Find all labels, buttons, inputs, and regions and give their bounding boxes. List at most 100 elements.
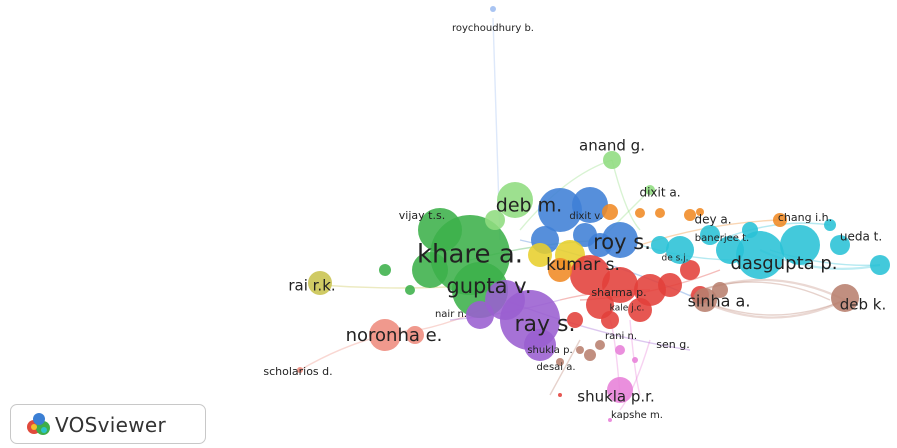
author-node[interactable] (831, 284, 859, 312)
author-node[interactable] (572, 187, 608, 223)
author-label: dey a. (694, 213, 731, 227)
author-node[interactable] (588, 233, 612, 257)
author-label: gupta v. (446, 274, 531, 298)
author-node[interactable] (297, 367, 303, 373)
co-authorship-link (519, 159, 613, 231)
author-node[interactable] (602, 204, 618, 220)
author-label: khare a. (417, 240, 523, 270)
author-label: noronha e. (346, 325, 443, 346)
author-label: dixit v. (569, 211, 602, 222)
author-node[interactable] (608, 418, 612, 422)
co-authorship-link (549, 339, 581, 396)
author-node[interactable] (538, 188, 582, 232)
co-authorship-link (719, 222, 831, 241)
author-node[interactable] (528, 243, 552, 267)
author-node[interactable] (666, 236, 694, 264)
author-node[interactable] (696, 208, 704, 216)
author-label: kale j.c. (610, 304, 645, 314)
author-node[interactable] (584, 349, 596, 361)
author-label: rai r.k. (288, 277, 335, 295)
author-node[interactable] (736, 231, 784, 279)
author-label: vijay t.s. (399, 209, 445, 222)
author-node[interactable] (412, 252, 448, 288)
author-node[interactable] (595, 340, 605, 350)
author-node[interactable] (603, 151, 621, 169)
author-label: sinha a. (688, 292, 751, 311)
author-node[interactable] (742, 222, 758, 238)
author-node[interactable] (485, 210, 505, 230)
nodes-layer (297, 6, 890, 422)
author-label: dixit a. (639, 186, 680, 200)
author-node[interactable] (632, 357, 638, 363)
author-label: scholarios d. (263, 365, 332, 378)
author-label: dasgupta p. (730, 253, 837, 274)
author-label: ray s. (515, 312, 576, 337)
author-node[interactable] (607, 377, 633, 403)
author-node[interactable] (693, 288, 717, 312)
author-node[interactable] (556, 358, 564, 366)
author-label: roy s. (593, 230, 651, 254)
author-node[interactable] (570, 255, 610, 295)
author-node[interactable] (870, 255, 890, 275)
author-node[interactable] (716, 236, 744, 264)
author-node[interactable] (655, 208, 665, 218)
labels-layer: roychoudhury b. anand g. dixit a. deb m. dix… (263, 23, 886, 421)
author-node[interactable] (406, 326, 424, 344)
author-label: banerjee t. (695, 233, 749, 244)
vosviewer-label: VOSviewer (55, 413, 167, 437)
author-node[interactable] (680, 260, 700, 280)
author-label: kumar s. (546, 255, 620, 275)
author-node[interactable] (700, 225, 720, 245)
co-authorship-link (611, 159, 641, 231)
author-label: ueda t. (840, 230, 882, 244)
author-label: sen g. (656, 338, 689, 351)
author-label: anand g. (579, 137, 645, 155)
author-label: sharma p. (591, 286, 646, 299)
author-node[interactable] (712, 282, 728, 298)
author-node[interactable] (405, 285, 415, 295)
author-node[interactable] (684, 209, 696, 221)
author-label: shukla p.r. (577, 388, 655, 406)
author-node[interactable] (634, 274, 666, 306)
author-node[interactable] (602, 267, 638, 303)
author-label: de s.j. (661, 254, 688, 264)
co-authorship-link (699, 299, 846, 316)
author-node[interactable] (830, 235, 850, 255)
author-node[interactable] (645, 185, 655, 195)
vosviewer-logo-icon (27, 413, 50, 435)
author-node[interactable] (658, 273, 682, 297)
author-node[interactable] (651, 236, 669, 254)
author-label: deb k. (840, 296, 887, 314)
author-label: roychoudhury b. (452, 23, 534, 34)
author-label: rani n. (605, 331, 637, 342)
author-node[interactable] (824, 219, 836, 231)
author-node[interactable] (773, 213, 787, 227)
author-node[interactable] (524, 329, 556, 361)
author-node[interactable] (780, 225, 820, 265)
author-node[interactable] (615, 345, 625, 355)
author-node[interactable] (548, 258, 572, 282)
author-node[interactable] (558, 393, 562, 397)
vosviewer-badge[interactable]: VOSviewer (10, 404, 206, 444)
author-node[interactable] (418, 208, 462, 252)
author-node[interactable] (601, 311, 619, 329)
author-label: shukla p. (527, 345, 572, 356)
author-label: nair n. (435, 309, 467, 320)
co-authorship-link (629, 319, 641, 396)
author-label: kapshe m. (611, 410, 663, 421)
author-node[interactable] (490, 6, 496, 12)
author-node[interactable] (466, 301, 494, 329)
author-node[interactable] (379, 264, 391, 276)
author-node[interactable] (628, 298, 652, 322)
author-label: desai a. (536, 362, 575, 373)
author-node[interactable] (485, 280, 525, 320)
author-node[interactable] (635, 208, 645, 218)
author-node[interactable] (369, 319, 401, 351)
author-node[interactable] (567, 312, 583, 328)
author-node[interactable] (497, 182, 533, 218)
author-node[interactable] (308, 271, 332, 295)
author-label: chang i.h. (778, 211, 832, 224)
author-node[interactable] (576, 346, 584, 354)
author-label: deb m. (496, 195, 562, 217)
